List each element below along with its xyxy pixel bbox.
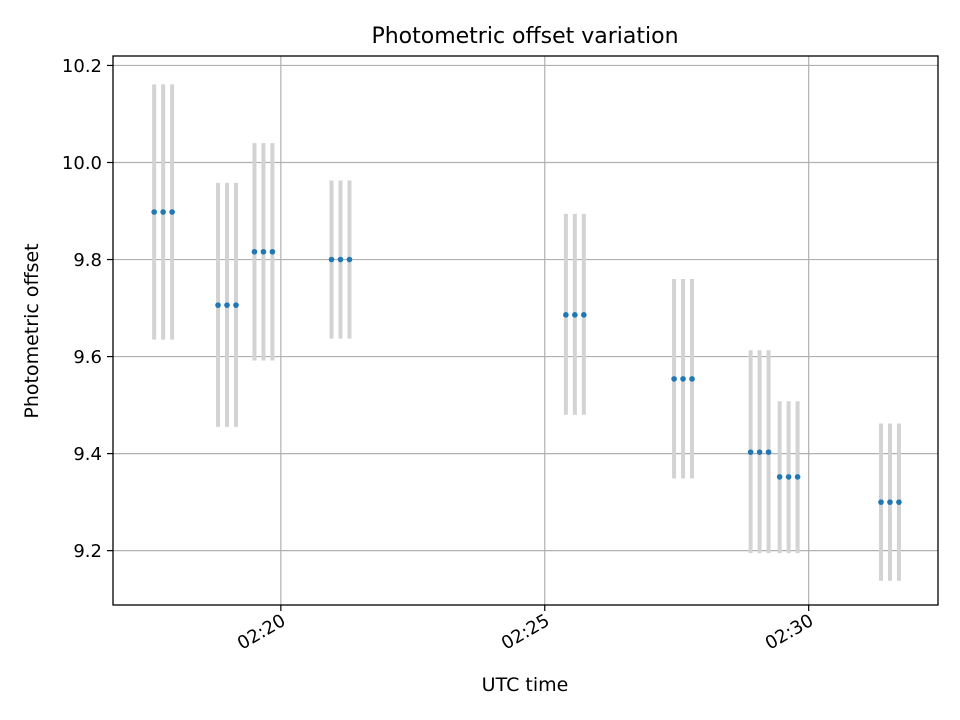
data-point: [251, 248, 258, 255]
y-tick-label: 10.2: [62, 56, 102, 77]
data-point: [896, 499, 902, 505]
data-point: [328, 256, 335, 263]
data-point: [581, 312, 587, 318]
x-tick-label: 02:20: [234, 610, 289, 654]
data-point: [671, 376, 677, 382]
y-axis-label: Photometric offset: [21, 243, 43, 418]
x-axis-label: UTC time: [482, 674, 569, 696]
grid: [113, 56, 938, 605]
data-point: [169, 209, 175, 215]
data-point: [887, 499, 893, 505]
data-point: [776, 474, 783, 480]
data-point: [563, 312, 569, 318]
data-point: [337, 256, 344, 263]
data-point: [785, 474, 792, 480]
x-tick-label: 02:25: [498, 610, 553, 654]
data-point: [794, 474, 801, 480]
data-point: [269, 248, 276, 255]
data-point: [765, 449, 772, 455]
data-point: [160, 209, 166, 215]
data-point: [747, 449, 754, 455]
axis-ticks: 02:20 02:25 02:30 9.2 9.4 9.6 9.8 10.0 10.2: [62, 56, 817, 654]
x-tick-label: 02:30: [762, 610, 817, 654]
error-bars: [152, 84, 901, 581]
y-tick-label: 9.4: [73, 444, 102, 465]
data-point: [572, 312, 578, 318]
data-points: [151, 209, 902, 505]
data-point: [878, 499, 884, 505]
data-point: [215, 302, 221, 308]
y-tick-label: 9.8: [73, 250, 102, 271]
data-point: [224, 302, 230, 308]
y-tick-label: 9.6: [73, 347, 102, 368]
y-tick-label: 9.2: [73, 541, 102, 562]
y-tick-label: 10.0: [62, 153, 102, 174]
data-point: [233, 302, 239, 308]
data-point: [680, 376, 686, 382]
data-point: [346, 256, 353, 263]
data-point: [151, 209, 157, 215]
chart-title: Photometric offset variation: [371, 24, 678, 49]
data-point: [260, 248, 267, 255]
data-point: [756, 449, 763, 455]
data-point: [689, 376, 695, 382]
plot-frame: [112, 55, 939, 606]
